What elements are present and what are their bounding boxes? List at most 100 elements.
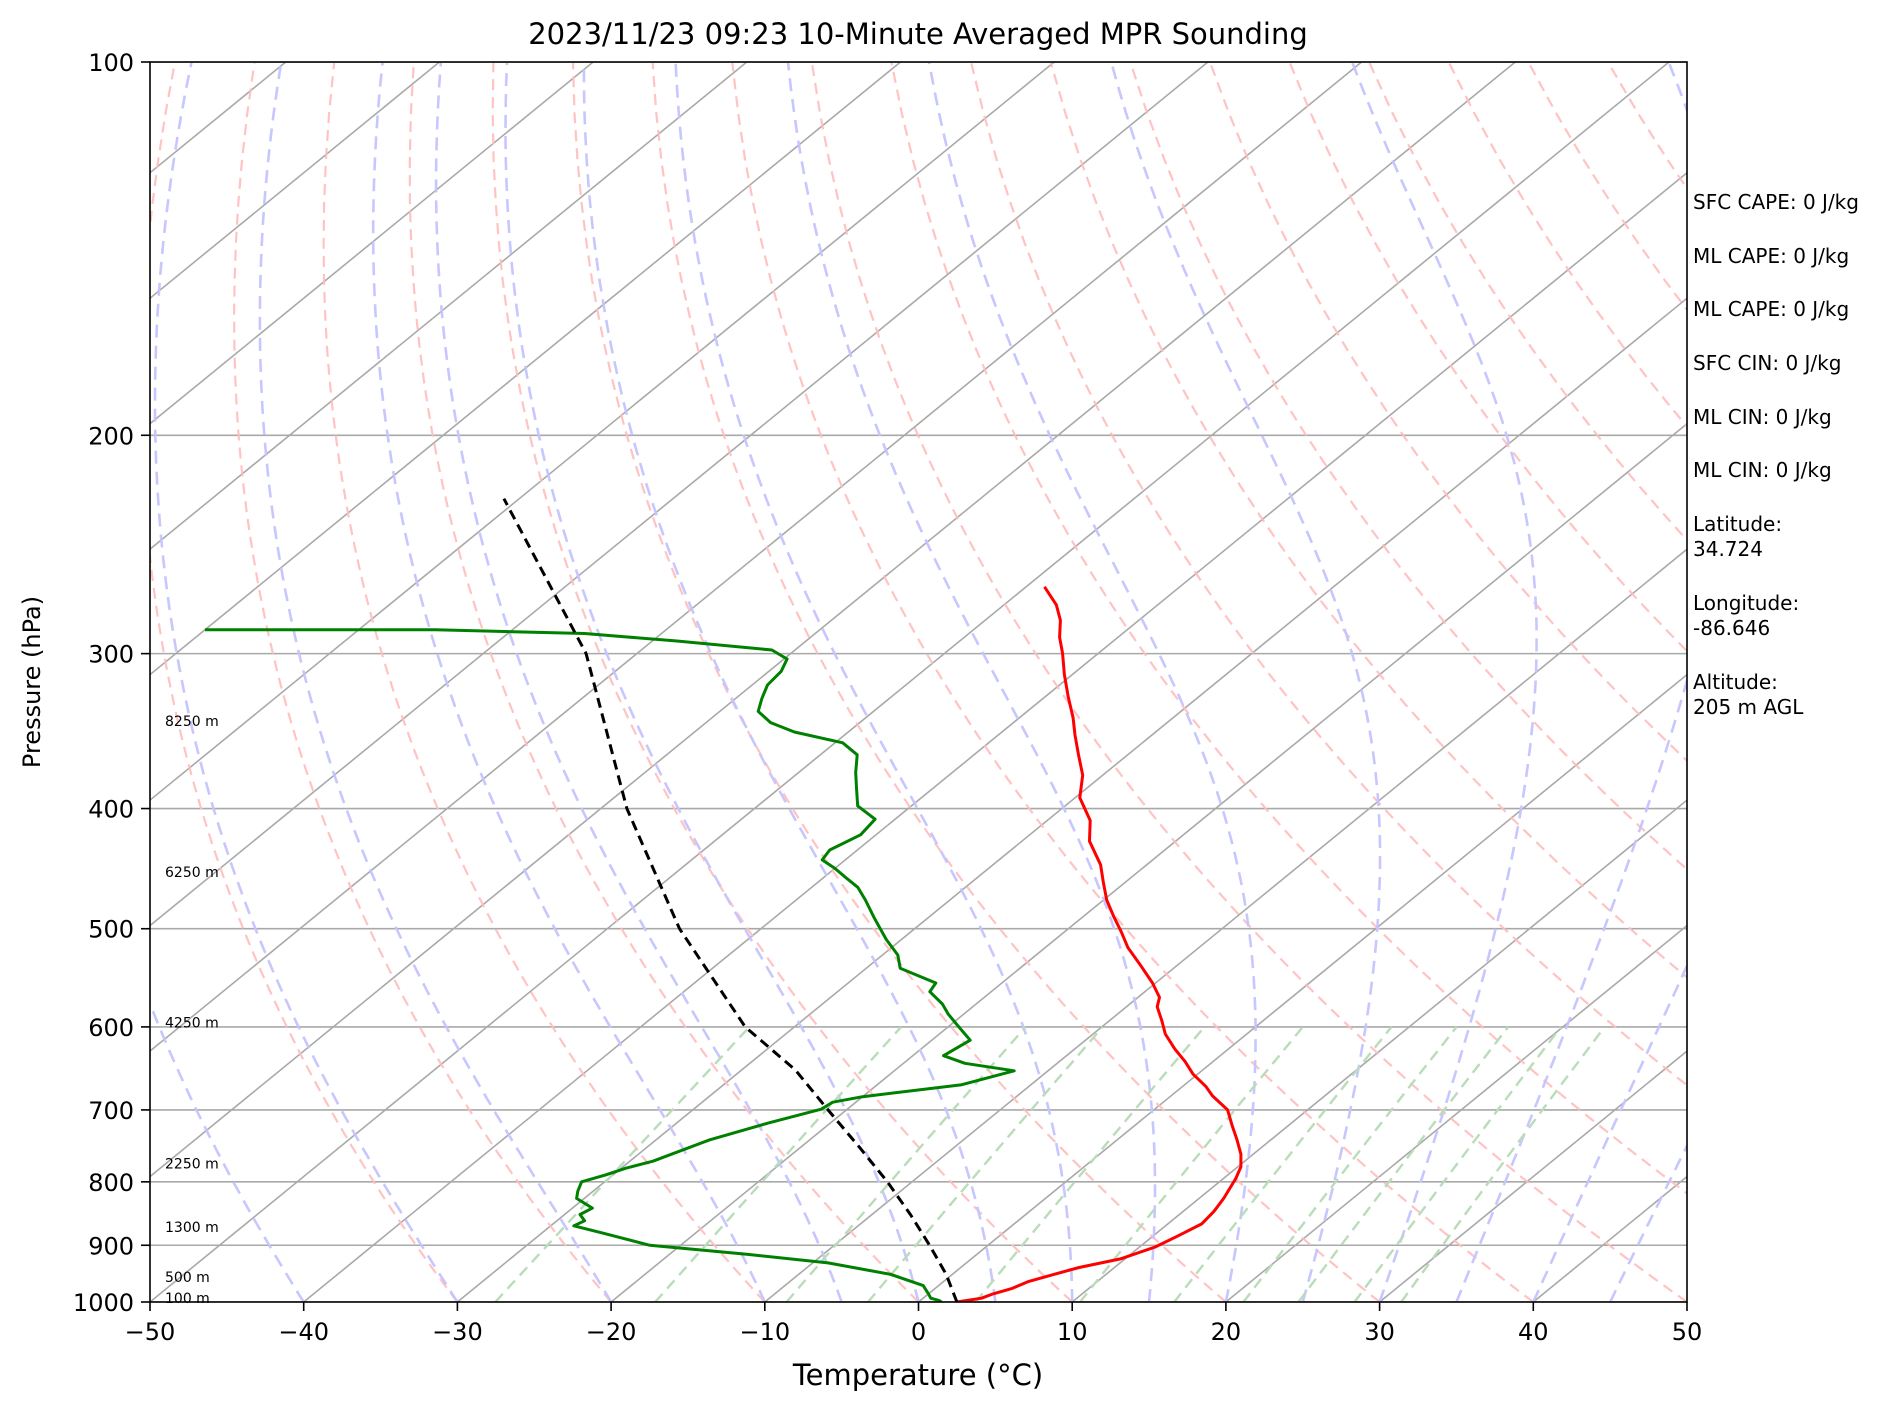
isotherm-line xyxy=(764,548,1687,1302)
mixing-ratio-line xyxy=(1242,1026,1458,1302)
mixing-ratio-line xyxy=(1079,1026,1304,1302)
isotherm-line xyxy=(150,62,902,676)
dry-adiabat-line xyxy=(232,62,612,1302)
x-tick-label: −30 xyxy=(432,1318,483,1346)
y-tick-label: 200 xyxy=(88,422,134,450)
y-tick-label: 100 xyxy=(88,49,134,77)
isotherm-line xyxy=(150,62,1209,927)
mixing-ratio-line xyxy=(654,1026,903,1302)
latitude-value: 34.724 xyxy=(1693,537,1763,561)
stat-sfc-cape: SFC CAPE: 0 J/kg xyxy=(1693,190,1859,214)
y-tick-label: 300 xyxy=(88,641,134,669)
dry-adiabat-line xyxy=(571,62,1227,1302)
y-tick-label: 800 xyxy=(88,1169,134,1197)
stat-sfc-cin: SFC CIN: 0 J/kg xyxy=(1693,351,1842,375)
y-tick-label: 500 xyxy=(88,916,134,944)
moist-adiabat-line xyxy=(504,62,920,1302)
height-label: 4250 m xyxy=(165,1015,219,1031)
height-label: 1300 m xyxy=(165,1220,219,1236)
mixing-ratio-lines xyxy=(494,1026,1606,1302)
isotherm-line xyxy=(150,62,440,300)
chart-title: 2023/11/23 09:23 10-Minute Averaged MPR … xyxy=(528,17,1308,51)
height-label: 2250 m xyxy=(165,1156,219,1172)
x-tick-label: −10 xyxy=(739,1318,790,1346)
mixing-ratio-line xyxy=(785,1026,1027,1302)
moist-adiabat-line xyxy=(1350,62,1538,1302)
dry-adiabat-line xyxy=(322,62,766,1302)
isotherm-line xyxy=(1225,924,1687,1302)
moist-adiabat-line xyxy=(434,62,843,1302)
x-tick-label: 10 xyxy=(1057,1318,1088,1346)
y-tick-label: 700 xyxy=(88,1097,134,1125)
y-axis-label: Pressure (hPa) xyxy=(18,596,46,768)
height-label: 100 m xyxy=(165,1291,210,1307)
isotherm-line xyxy=(150,62,748,551)
x-tick-label: −20 xyxy=(586,1318,637,1346)
isotherm-line xyxy=(303,171,1687,1302)
longitude-value: -86.646 xyxy=(1693,616,1771,640)
y-axis-ticks: 100 200 300 400 500 600 700 800 900 1000 xyxy=(73,49,150,1317)
x-tick-label: 20 xyxy=(1211,1318,1242,1346)
dry-adiabat-line xyxy=(810,62,1687,1302)
isotherm-line xyxy=(1071,799,1687,1302)
isotherm-lines xyxy=(150,62,1687,1302)
x-tick-label: 40 xyxy=(1518,1318,1549,1346)
stat-ml-cin-2: ML CIN: 0 J/kg xyxy=(1693,458,1832,482)
stat-ml-cape-2: ML CAPE: 0 J/kg xyxy=(1693,297,1850,321)
latitude-label: Latitude: xyxy=(1693,512,1783,536)
moist-adiabat-line xyxy=(1455,62,1687,1302)
x-axis-ticks: −50 −40 −30 −20 −10 0 10 20 30 40 50 xyxy=(125,1302,1703,1346)
isotherm-line xyxy=(150,62,594,425)
dry-adiabat-line xyxy=(651,62,1381,1302)
dry-adiabat-line xyxy=(1208,62,1687,763)
moist-adiabat-line xyxy=(674,62,1074,1302)
x-tick-label: 0 xyxy=(911,1318,926,1346)
moist-adiabat-line xyxy=(1109,62,1382,1302)
isotherm-line xyxy=(150,62,1363,1053)
x-tick-label: −50 xyxy=(125,1318,176,1346)
stat-ml-cin: ML CIN: 0 J/kg xyxy=(1693,405,1832,429)
y-tick-label: 1000 xyxy=(73,1289,134,1317)
parcel-profile xyxy=(502,497,959,1302)
sounding-profiles xyxy=(205,497,1243,1302)
dry-adiabat-lines xyxy=(150,62,1687,1302)
moist-adiabat-line xyxy=(153,62,459,1302)
y-tick-label: 600 xyxy=(88,1014,134,1042)
moist-adiabat-lines xyxy=(150,62,1687,1302)
isotherm-line xyxy=(150,62,1055,802)
altitude-label: Altitude: xyxy=(1693,670,1778,694)
mixing-ratio-line xyxy=(1173,1026,1393,1302)
moist-adiabat-line xyxy=(786,62,1157,1302)
longitude-label: Longitude: xyxy=(1693,591,1800,615)
isotherm-line xyxy=(456,297,1687,1302)
height-labels: 8250 m 6250 m 4250 m 2250 m 1300 m 500 m 100 m xyxy=(165,714,219,1307)
dry-adiabat-line xyxy=(969,62,1687,1087)
dewpoint-profile xyxy=(205,628,1016,1302)
moist-adiabat-line xyxy=(582,62,997,1302)
altitude-value: 205 m AGL xyxy=(1693,695,1804,719)
y-tick-label: 400 xyxy=(88,796,134,824)
y-tick-label: 900 xyxy=(88,1232,134,1260)
isotherm-line xyxy=(150,62,1670,1302)
x-tick-label: 50 xyxy=(1672,1318,1703,1346)
moist-adiabat-line xyxy=(1532,962,1687,1302)
isobar-gridlines xyxy=(150,62,1687,1302)
moist-adiabat-line xyxy=(371,62,766,1302)
mixing-ratio-line xyxy=(1400,1026,1606,1302)
mixing-ratio-line xyxy=(1353,1026,1562,1302)
dry-adiabat-line xyxy=(1288,62,1687,653)
isotherm-line xyxy=(150,62,1516,1178)
height-label: 6250 m xyxy=(165,865,219,881)
dry-adiabat-line xyxy=(408,62,920,1302)
mixing-ratio-line xyxy=(1297,1026,1510,1302)
isotherm-line xyxy=(1379,1050,1687,1302)
moist-adiabat-line xyxy=(258,62,613,1302)
height-label: 8250 m xyxy=(165,714,219,730)
dry-adiabat-line xyxy=(491,62,1073,1302)
x-tick-label: 30 xyxy=(1364,1318,1395,1346)
isotherm-line xyxy=(917,673,1687,1302)
stat-ml-cape: ML CAPE: 0 J/kg xyxy=(1693,244,1850,268)
x-axis-label: Temperature (°C) xyxy=(792,1358,1043,1392)
height-label: 500 m xyxy=(165,1270,210,1286)
